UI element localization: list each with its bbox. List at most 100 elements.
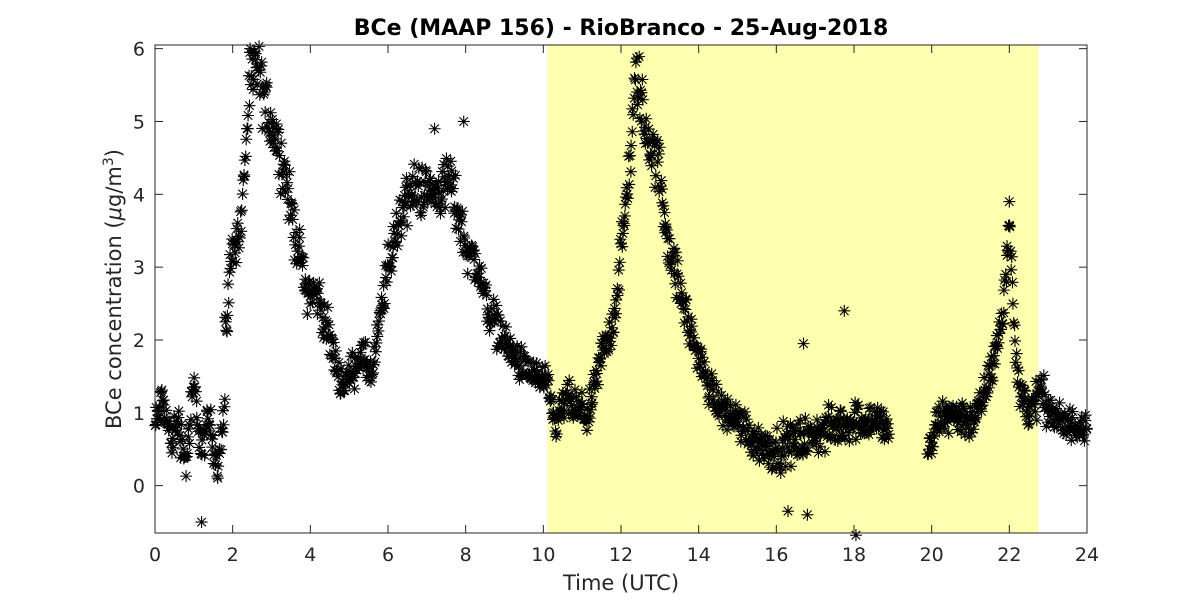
data-point	[667, 242, 680, 255]
data-point	[480, 278, 493, 291]
data-point	[959, 418, 972, 431]
data-point	[251, 60, 264, 73]
data-point	[636, 73, 649, 86]
data-point	[981, 386, 994, 399]
data-point	[401, 219, 414, 232]
data-point	[785, 445, 798, 458]
data-point	[176, 433, 189, 446]
data-point	[404, 200, 417, 213]
data-point	[240, 133, 253, 146]
data-point	[817, 419, 830, 432]
data-point	[758, 435, 771, 448]
data-point	[983, 367, 996, 380]
data-point	[1069, 419, 1082, 432]
data-point	[206, 433, 219, 446]
data-point	[292, 240, 305, 253]
data-point	[669, 246, 682, 259]
data-point	[583, 412, 596, 425]
data-point	[627, 108, 640, 121]
x-tick-label: 20	[920, 544, 944, 566]
chart-title: BCe (MAAP 156) - RioBranco - 25-Aug-2018	[354, 16, 889, 41]
x-tick-label: 4	[304, 544, 316, 566]
data-point	[445, 185, 458, 198]
data-point	[237, 174, 250, 187]
data-point	[384, 260, 397, 273]
data-point	[777, 415, 790, 428]
data-point	[192, 425, 205, 438]
data-point	[247, 83, 260, 96]
data-point	[941, 415, 954, 428]
data-point	[557, 397, 570, 410]
data-point	[432, 175, 445, 188]
data-point	[651, 134, 664, 147]
data-point	[324, 328, 337, 341]
data-point	[559, 393, 572, 406]
data-point	[367, 358, 380, 371]
data-point	[1058, 407, 1071, 420]
data-point	[235, 204, 248, 217]
data-point	[389, 235, 402, 248]
data-point	[453, 210, 466, 223]
data-point	[475, 262, 488, 275]
data-point	[242, 109, 255, 122]
data-point	[816, 421, 829, 434]
data-point	[619, 198, 632, 211]
data-point	[352, 351, 365, 364]
data-point	[1066, 405, 1079, 418]
data-point	[515, 340, 528, 353]
data-point	[671, 254, 684, 267]
data-point	[659, 226, 672, 239]
data-point	[626, 102, 639, 115]
data-point	[1015, 390, 1028, 403]
data-point	[653, 141, 666, 154]
data-point	[825, 401, 838, 414]
data-point	[550, 430, 563, 443]
data-point	[925, 436, 938, 449]
data-point	[253, 40, 266, 53]
data-point	[855, 418, 868, 431]
x-tick-label: 14	[687, 544, 711, 566]
data-point	[1079, 409, 1092, 422]
data-point	[447, 172, 460, 185]
data-point	[786, 421, 799, 434]
data-point	[996, 318, 1009, 331]
data-point	[166, 446, 179, 459]
data-point	[837, 420, 850, 433]
data-point	[454, 208, 467, 221]
data-point	[420, 165, 433, 178]
data-point	[211, 472, 224, 485]
data-point	[636, 93, 649, 106]
data-point	[806, 428, 819, 441]
data-point	[949, 405, 962, 418]
data-point	[952, 409, 965, 422]
data-point	[710, 378, 723, 391]
data-point	[1061, 413, 1074, 426]
y-axis-label-prefix: BCe concentration (	[102, 220, 126, 429]
data-point	[643, 153, 656, 166]
data-point	[779, 432, 792, 445]
data-point	[953, 411, 966, 424]
data-point	[684, 329, 697, 342]
data-point	[398, 189, 411, 202]
data-point	[658, 206, 671, 219]
data-point	[614, 237, 627, 250]
data-point	[951, 423, 964, 436]
data-point	[819, 427, 832, 440]
data-point	[747, 449, 760, 462]
data-point	[948, 410, 961, 423]
data-point	[711, 407, 724, 420]
data-point	[759, 437, 772, 450]
data-point	[216, 426, 229, 439]
data-point	[291, 245, 304, 258]
data-point	[962, 422, 975, 435]
data-point	[969, 412, 982, 425]
data-point	[965, 426, 978, 439]
data-point	[177, 442, 190, 455]
data-point	[516, 366, 529, 379]
data-point	[335, 362, 348, 375]
data-point	[514, 345, 527, 358]
data-point	[609, 307, 622, 320]
data-point	[685, 325, 698, 338]
data-point	[522, 355, 535, 368]
data-point	[193, 441, 206, 454]
